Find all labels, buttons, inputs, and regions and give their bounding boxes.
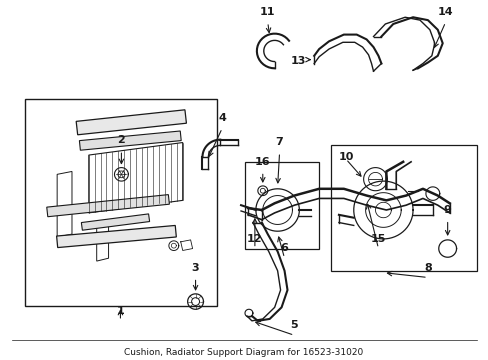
- Bar: [335, 237, 355, 242]
- Text: 7: 7: [275, 138, 283, 147]
- Bar: [335, 228, 360, 233]
- Polygon shape: [47, 195, 169, 217]
- Text: Cushion, Radiator Support Diagram for 16523-31020: Cushion, Radiator Support Diagram for 16…: [124, 348, 363, 357]
- Polygon shape: [97, 220, 108, 261]
- Bar: [244, 162, 319, 248]
- Text: 3: 3: [191, 263, 199, 273]
- Text: 14: 14: [437, 7, 452, 17]
- Polygon shape: [57, 225, 176, 248]
- Text: 2: 2: [117, 135, 125, 145]
- Bar: [330, 145, 476, 271]
- Text: 9: 9: [443, 205, 451, 215]
- Text: 11: 11: [260, 7, 275, 17]
- Text: 4: 4: [218, 113, 226, 123]
- Polygon shape: [81, 214, 149, 230]
- Text: 1: 1: [116, 306, 124, 316]
- Text: 5: 5: [290, 320, 298, 330]
- Polygon shape: [57, 171, 72, 237]
- Text: 12: 12: [246, 234, 262, 244]
- Text: 10: 10: [338, 152, 354, 162]
- Text: 16: 16: [254, 157, 270, 167]
- Polygon shape: [79, 131, 181, 150]
- Text: 15: 15: [370, 234, 386, 244]
- Bar: [24, 99, 217, 306]
- Polygon shape: [89, 143, 183, 213]
- Polygon shape: [76, 110, 186, 135]
- Text: 13: 13: [290, 55, 305, 66]
- Text: 8: 8: [423, 263, 431, 273]
- Text: 6: 6: [280, 243, 288, 253]
